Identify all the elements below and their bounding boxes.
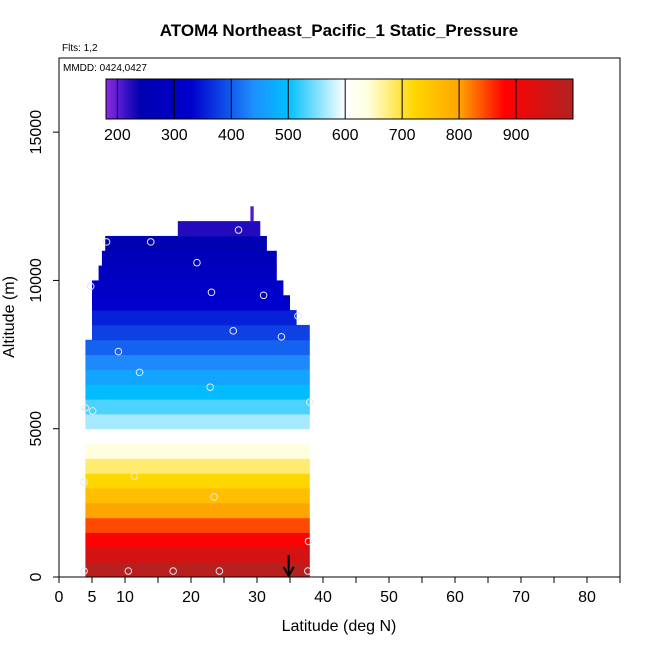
data-point	[234, 226, 243, 234]
heatmap-cell	[85, 488, 310, 504]
chart-title: ATOM4 Northeast_Pacific_1 Static_Pressur…	[160, 21, 518, 40]
colorbar-gradient	[105, 78, 574, 120]
y-axis-label: Altitude (m)	[1, 276, 18, 358]
x-tick-label: 40	[314, 589, 332, 606]
data-point	[306, 398, 314, 406]
heatmap-cell	[85, 413, 310, 430]
data-point	[114, 347, 123, 356]
heatmap-cell	[85, 369, 310, 385]
x-tick-label: 80	[578, 589, 596, 606]
data-point	[277, 332, 286, 341]
heatmap-cell	[250, 206, 254, 222]
heatmap-cell	[85, 339, 310, 356]
data-point	[135, 368, 144, 377]
data-point	[229, 327, 238, 335]
data-point	[86, 282, 95, 291]
data-point	[80, 478, 88, 486]
heatmap-cell	[85, 473, 310, 489]
heatmap-cell	[105, 235, 267, 252]
heatmap-layers	[85, 206, 310, 578]
colorbar-tick-label: 500	[275, 127, 302, 144]
data-point	[169, 567, 177, 575]
colorbar-tick-label: 400	[218, 127, 245, 144]
heatmap-cell	[85, 517, 310, 534]
colorbar-tick-label: 600	[332, 127, 359, 144]
data-point	[88, 407, 97, 415]
x-tick-label: 5	[88, 589, 97, 606]
colorbar-tick-label: 900	[503, 127, 530, 144]
heatmap-cell	[92, 324, 310, 341]
dates-label: MMDD: 0424,0427	[63, 63, 147, 74]
heatmap-cell	[85, 354, 310, 370]
data-point	[215, 567, 224, 575]
x-axis-label: Latitude (deg N)	[282, 618, 397, 635]
heatmap-cell	[85, 562, 310, 578]
arrow-head	[282, 566, 295, 579]
data-point	[130, 472, 139, 480]
data-point	[304, 567, 312, 575]
data-point	[124, 567, 133, 575]
y-tick-label: 10000	[28, 258, 45, 303]
heatmap-cell	[85, 502, 310, 519]
observation-points	[80, 226, 314, 575]
x-tick-label: 50	[380, 589, 398, 606]
y-tick-label: 15000	[28, 110, 45, 155]
heatmap-cell	[92, 280, 284, 296]
x-tick-label: 20	[182, 589, 200, 606]
data-point	[146, 238, 155, 246]
heatmap-cell	[85, 532, 310, 548]
heatmap-cell	[92, 295, 290, 311]
heatmap-cell	[98, 265, 277, 281]
y-tick-label: 5000	[28, 411, 45, 447]
heatmap-cell	[85, 547, 310, 563]
x-tick-label: 30	[248, 589, 266, 606]
heatmap-cell	[101, 250, 277, 267]
x-tick-label: 70	[512, 589, 530, 606]
data-point	[259, 291, 268, 300]
colorbar: 200 300 400 500 600 700 800 900	[104, 78, 574, 144]
heatmap-cell	[85, 443, 310, 459]
heatmap-cell	[92, 310, 297, 326]
data-point	[207, 288, 216, 297]
x-tick-label: 10	[116, 589, 134, 606]
data-point	[294, 312, 302, 320]
y-tick-label: 0	[28, 572, 45, 581]
arrow-marker	[282, 555, 295, 579]
heatmap-cell	[177, 221, 261, 237]
heatmap-cell	[85, 384, 310, 400]
heatmap-cell	[85, 428, 310, 445]
colorbar-tick-label: 200	[104, 127, 131, 144]
y-axis: 0 5000 10000 15000	[28, 110, 59, 581]
x-tick-label: 60	[446, 589, 464, 606]
data-point	[102, 238, 111, 246]
flights-label: Flts: 1,2	[62, 43, 98, 54]
data-point	[193, 258, 201, 267]
heatmap-cell	[85, 399, 310, 415]
colorbar-tick-label: 800	[446, 127, 473, 144]
plot-frame	[58, 57, 621, 578]
colorbar-tick-label: 300	[161, 127, 188, 144]
data-point	[304, 537, 313, 546]
data-point	[81, 404, 90, 412]
heatmap-cell	[85, 458, 310, 474]
data-point	[210, 493, 218, 501]
colorbar-tick-label: 700	[389, 127, 416, 144]
data-point	[80, 567, 88, 575]
x-tick-label: 0	[55, 589, 64, 606]
x-axis: 0 5 10 20 30 40 50 60 70 80	[55, 577, 621, 606]
data-point	[206, 383, 214, 391]
